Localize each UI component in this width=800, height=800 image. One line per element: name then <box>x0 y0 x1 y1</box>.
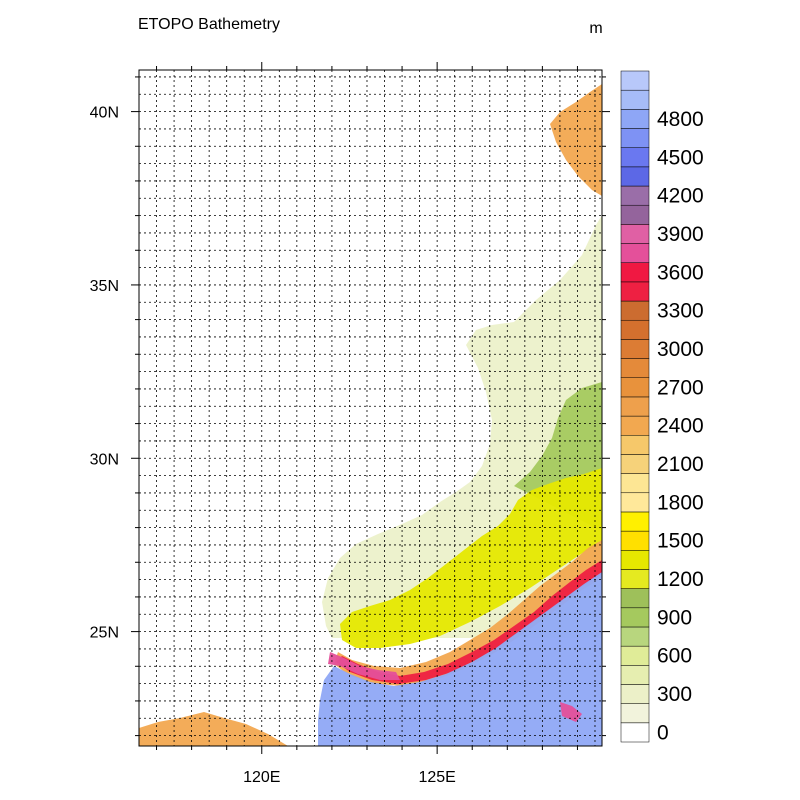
colorbar: 0 300 600 900 1200 1500 1800 2100 2400 2700 3000 33… <box>620 70 704 744</box>
colorbar-label: 1200 <box>657 568 704 591</box>
colorbar-label: 3900 <box>657 223 704 246</box>
colorbar-label: 4800 <box>657 108 704 131</box>
colorbar-swatch <box>620 281 650 302</box>
colorbar-label: 4200 <box>657 185 704 208</box>
colorbar-label: 4500 <box>657 146 704 169</box>
colorbar-swatch <box>620 89 650 110</box>
magenta-band-region <box>328 652 400 680</box>
trench-region <box>560 702 582 722</box>
colorbar-label: 1500 <box>657 530 704 553</box>
colorbar-swatch <box>620 530 650 551</box>
colorbar-label: 600 <box>657 645 692 668</box>
colorbar-swatch <box>620 684 650 704</box>
y-tick-label: 30N <box>90 451 119 468</box>
x-tick-label: 125E <box>418 769 455 786</box>
colorbar-label: 3600 <box>657 261 704 284</box>
colorbar-label: 900 <box>657 606 692 629</box>
colorbar-swatch <box>620 109 650 129</box>
colorbar-swatch <box>620 147 650 168</box>
colorbar-swatch <box>620 70 650 91</box>
colorbar-swatch <box>620 128 650 148</box>
shelf-yellow-region <box>340 468 602 648</box>
colorbar-label: 1800 <box>657 491 704 514</box>
colorbar-swatch <box>620 550 650 570</box>
colorbar-swatch <box>620 243 650 263</box>
colorbar-label: 2700 <box>657 376 704 399</box>
colorbar-swatch <box>620 166 650 187</box>
colorbar-swatch <box>620 185 650 206</box>
colorbar-label: 300 <box>657 683 692 706</box>
y-tick-label: 40N <box>90 105 119 122</box>
colorbar-swatch <box>620 569 650 589</box>
colorbar-label: 3300 <box>657 300 704 323</box>
colorbar-swatch <box>620 626 650 647</box>
colorbar-swatch <box>620 722 650 743</box>
colorbar-swatch <box>620 492 650 513</box>
chart-title: ETOPO Bathemetry <box>138 16 280 33</box>
x-tick-label: 120E <box>243 769 280 786</box>
colorbar-swatch <box>620 358 650 378</box>
colorbar-swatch <box>620 377 650 398</box>
colorbar-swatch <box>620 300 650 321</box>
plot-frame <box>138 69 603 747</box>
colorbar-swatch <box>620 396 650 417</box>
colorbar-swatch <box>620 607 650 628</box>
colorbar-swatch <box>620 665 650 685</box>
colorbar-swatch <box>620 204 650 225</box>
colorbar-swatch <box>620 415 650 436</box>
y-tick-label: 35N <box>90 278 119 295</box>
colorbar-swatch <box>620 511 650 532</box>
colorbar-swatch <box>620 473 650 494</box>
colorbar-label: 3000 <box>657 338 704 361</box>
colorbar-swatch <box>620 645 650 666</box>
units-label: m <box>589 20 602 37</box>
colorbar-swatch <box>620 703 650 724</box>
colorbar-swatch <box>620 435 650 455</box>
colorbar-swatch <box>620 454 650 474</box>
colorbar-swatch <box>620 339 650 359</box>
colorbar-label: 2400 <box>657 415 704 438</box>
colorbar-swatch <box>620 588 650 609</box>
map-axes: 120E 125E 25N 30N 35N 40N <box>90 62 610 786</box>
deep-region <box>318 572 602 746</box>
map-grid <box>139 70 602 746</box>
colorbar-label: 2100 <box>657 453 704 476</box>
y-tick-label: 25N <box>90 625 119 642</box>
colorbar-label: 0 <box>657 721 669 744</box>
colorbar-swatch <box>620 262 650 283</box>
colorbar-swatch <box>620 319 650 340</box>
colorbar-swatch <box>620 224 650 244</box>
strait-region <box>139 712 288 746</box>
